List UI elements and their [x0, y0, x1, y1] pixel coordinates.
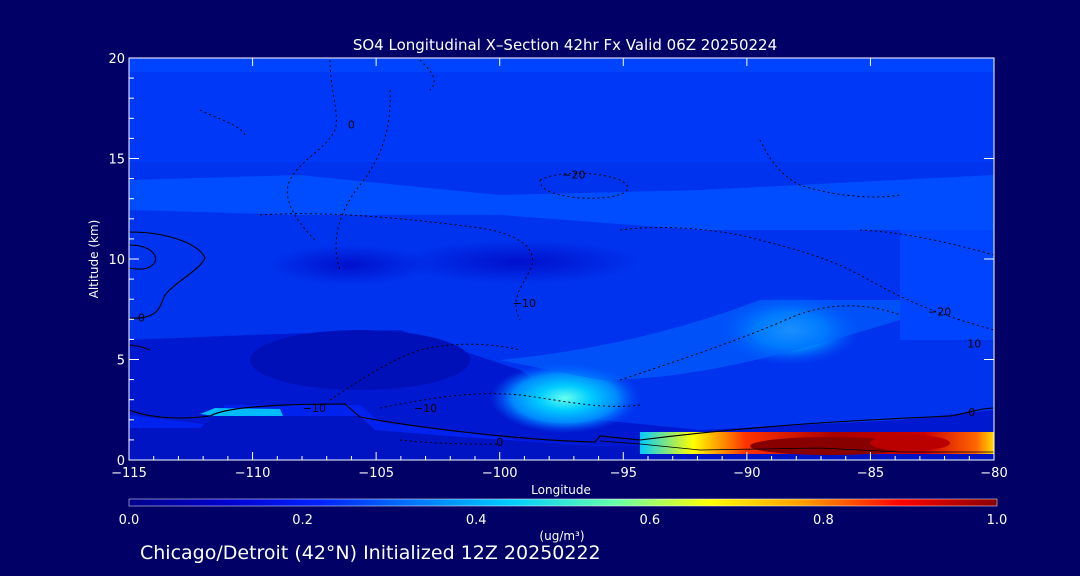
x-tick-label: −100: [482, 466, 518, 481]
low-dark-core: [250, 330, 470, 390]
contour-zero-left-inner: [129, 244, 157, 270]
contour-surface-lower: [599, 440, 994, 453]
colorbar-tick-label: 0.8: [813, 513, 834, 528]
colorbar-tick-label: 0.4: [466, 513, 487, 528]
y-tick-label: 15: [108, 153, 125, 168]
x-tick-label: −95: [610, 466, 637, 481]
plot-area: [129, 58, 994, 460]
contour-neg-top-3: [759, 139, 901, 198]
surface-thin-layer: [200, 408, 283, 416]
x-tick-label: −110: [235, 466, 271, 481]
colorbar-tick-label: 0.6: [639, 513, 660, 528]
negative-contours: [199, 59, 994, 445]
contour-neg-upper-2: [335, 89, 391, 271]
x-axis: −115 −110 −105 −100 −95 −90 −85 −80: [111, 58, 1008, 481]
contour-label: 10: [967, 337, 981, 350]
y-tick-label: 0: [117, 454, 125, 469]
colorbar-tick-label: 0.2: [292, 513, 313, 528]
y-tick-label: 5: [117, 354, 125, 369]
x-tick-label: −115: [111, 466, 147, 481]
contour-zero-left-lower: [129, 344, 151, 351]
contour-label: 0: [496, 436, 503, 449]
upper-lighter-layer: [129, 175, 994, 230]
x-tick-label: −80: [980, 466, 1007, 481]
contour-label-group: 0 0 −20 −10 −20 10 −10 −10 0 0: [138, 118, 981, 449]
colorbar-tick-label: 0.0: [119, 513, 140, 528]
mid-lighter-layer: [500, 300, 900, 380]
contour-neg-upper-1: [286, 59, 337, 241]
colorbar-units: (ug/m³): [539, 529, 584, 543]
contour-label: −10: [303, 402, 326, 415]
contour-neg-low-1: [329, 343, 521, 401]
y-tick-label: 10: [108, 253, 125, 268]
contour-neg-mid-2: [619, 227, 994, 331]
contour-neg-low-3: [619, 305, 901, 381]
x-tick-label: −85: [857, 466, 884, 481]
upper-band: [129, 58, 994, 72]
contour-label: 0: [138, 311, 145, 324]
contour-surface: [129, 403, 994, 443]
y-axis: 0 5 10 15 20: [108, 52, 994, 469]
x-tick-label: −105: [358, 466, 394, 481]
y-axis-label: Altitude (km): [87, 220, 101, 299]
x-axis-label: Longitude: [531, 483, 591, 497]
colorbar-tick-label: 1.0: [987, 513, 1008, 528]
colorbar-ticks: 0.0 0.2 0.4 0.6 0.8 1.0: [119, 513, 1008, 528]
colorbar: [128, 498, 998, 507]
stratosphere-band: [129, 72, 994, 162]
boundary-layer-max-2: [870, 435, 950, 451]
footer-info: Chicago/Detroit (42°N) Initialized 12Z 2…: [140, 542, 601, 564]
chart-title: SO4 Longitudinal X–Section 42hr Fx Valid…: [353, 36, 777, 54]
contour-zero-left: [129, 231, 206, 319]
contour-neg-mid-1: [259, 213, 533, 321]
dark-core-left: [270, 245, 430, 285]
contours: [129, 59, 994, 453]
dark-core-mid: [400, 240, 640, 284]
contour-label: 0: [968, 406, 975, 419]
right-upper-field: [900, 230, 994, 340]
contour-neg-top-2: [199, 109, 246, 136]
x-tick-label: −90: [733, 466, 760, 481]
contour-label: −20: [928, 305, 951, 318]
contour-neg-low-2: [379, 393, 641, 409]
contour-label: −10: [414, 402, 437, 415]
y-tick-label: 20: [108, 52, 125, 67]
contour-label: 0: [348, 118, 355, 131]
high-conc-blob: [490, 363, 640, 433]
contour-label: −20: [562, 169, 585, 182]
contour-label: −10: [513, 297, 536, 310]
